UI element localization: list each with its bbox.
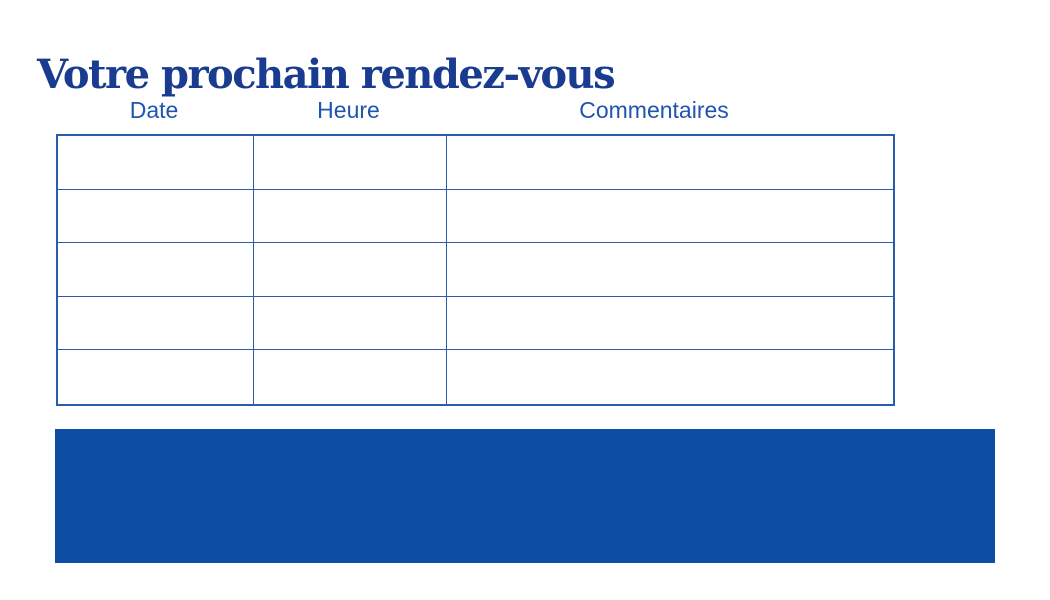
column-header-commentaires: Commentaires	[579, 96, 729, 123]
table-cell	[254, 136, 447, 190]
table-cell	[58, 350, 254, 404]
page-title: Votre prochain rendez-vous	[37, 50, 616, 98]
table-cell	[447, 297, 893, 351]
table-cell	[254, 296, 447, 351]
table-cell	[447, 243, 893, 297]
table-cell	[447, 350, 893, 404]
column-header-date: Date	[129, 96, 179, 123]
footer-band	[55, 429, 995, 563]
column-header-heure: Heure	[317, 96, 380, 123]
table-cell	[58, 243, 254, 297]
table-cell	[254, 243, 447, 297]
table-cell	[58, 136, 254, 190]
table-cell	[447, 190, 893, 244]
appointments-table	[56, 134, 895, 406]
table-cell	[58, 296, 254, 351]
table-cell	[58, 189, 254, 244]
table-cell	[447, 136, 893, 190]
table-cell	[254, 189, 447, 244]
table-cell	[254, 350, 447, 404]
table-header-row: Date Heure Commentaires	[56, 94, 895, 126]
